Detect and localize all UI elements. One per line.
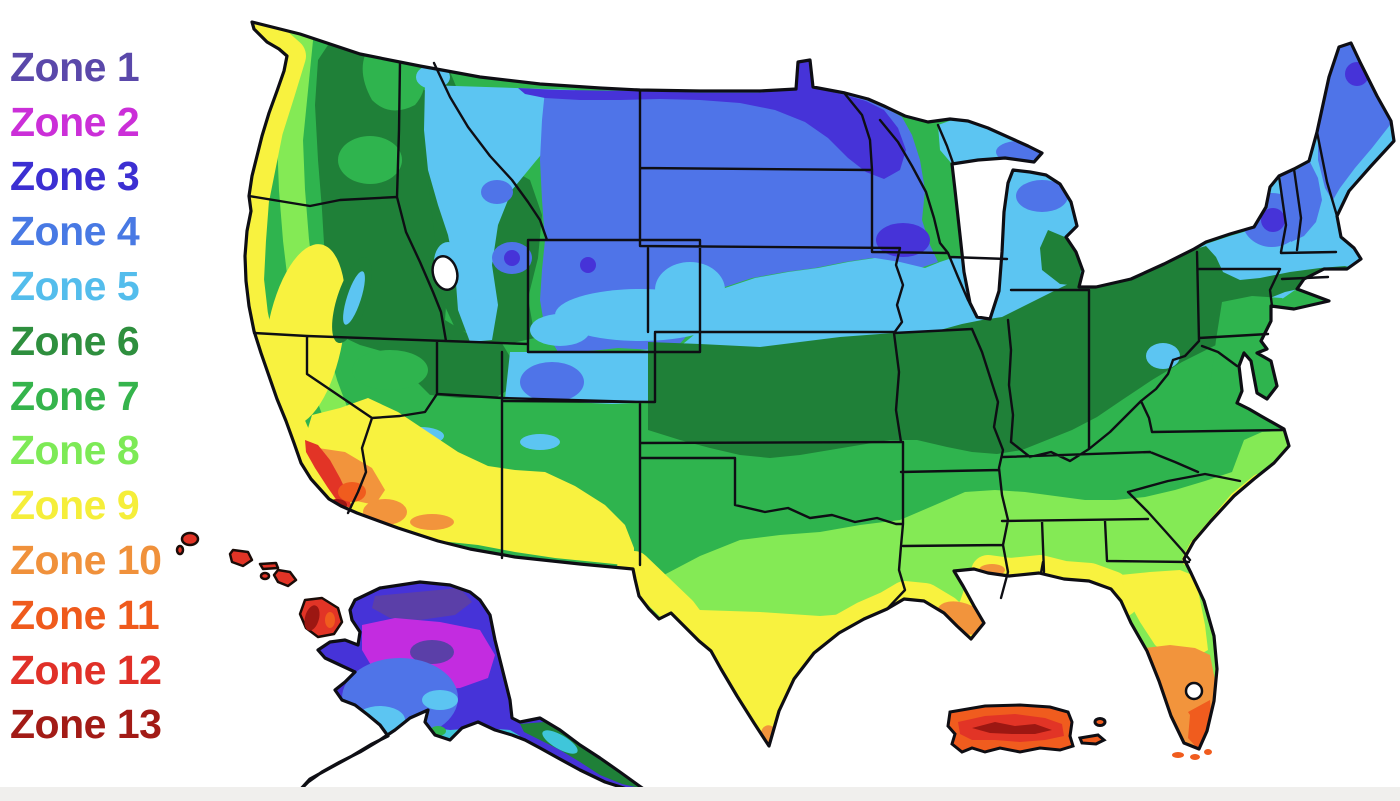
legend-item-zone-7: Zone 7	[10, 369, 161, 424]
state-borders	[247, 60, 1339, 611]
alaska-outline	[298, 580, 650, 794]
legend-label-zone-3: Zone 3	[10, 153, 140, 200]
legend-label-zone-12: Zone 12	[10, 646, 162, 693]
legend-item-zone-6: Zone 6	[10, 314, 161, 369]
bottom-bar	[0, 787, 1400, 801]
legend-item-zone-10: Zone 10	[10, 533, 162, 588]
legend-item-zone-9: Zone 9	[10, 478, 161, 533]
legend-label-zone-13: Zone 13	[10, 701, 162, 748]
legend-label-zone-10: Zone 10	[10, 537, 162, 584]
puerto-rico-inset	[946, 703, 1107, 754]
legend-label-zone-4: Zone 4	[10, 208, 140, 255]
legend-label-zone-6: Zone 6	[10, 317, 140, 364]
lake-okeechobee	[1184, 681, 1204, 701]
legend-label-zone-8: Zone 8	[10, 427, 140, 474]
legend-item-zone-5: Zone 5	[10, 259, 161, 314]
legend-label-zone-7: Zone 7	[10, 372, 140, 419]
legend-item-zone-1: Zone 1	[10, 40, 161, 95]
legend-item-zone-13: Zone 13	[10, 698, 162, 753]
alaska-inset	[298, 580, 650, 794]
inland-lakes	[431, 255, 1204, 701]
legend-item-zone-12: Zone 12	[10, 643, 162, 698]
zone-legend: Zone 1 Zone 2 Zone 3 Zone 4 Zone 5 Zone 6 Zone…	[10, 40, 162, 753]
legend-label-zone-5: Zone 5	[10, 263, 140, 310]
hawaii-inset	[175, 531, 344, 639]
legend-item-zone-3: Zone 3	[10, 150, 161, 205]
legend-label-zone-2: Zone 2	[10, 98, 140, 145]
great-salt-lake	[431, 255, 459, 291]
legend-item-zone-2: Zone 2	[10, 95, 161, 150]
florida-keys	[1172, 749, 1212, 760]
legend-item-zone-8: Zone 8	[10, 424, 161, 479]
legend-item-zone-4: Zone 4	[10, 204, 161, 259]
legend-label-zone-1: Zone 1	[10, 43, 140, 90]
legend-item-zone-11: Zone 11	[10, 588, 161, 643]
legend-label-zone-11: Zone 11	[10, 591, 160, 638]
legend-label-zone-9: Zone 9	[10, 482, 140, 529]
us-coast-outline	[243, 20, 1396, 751]
